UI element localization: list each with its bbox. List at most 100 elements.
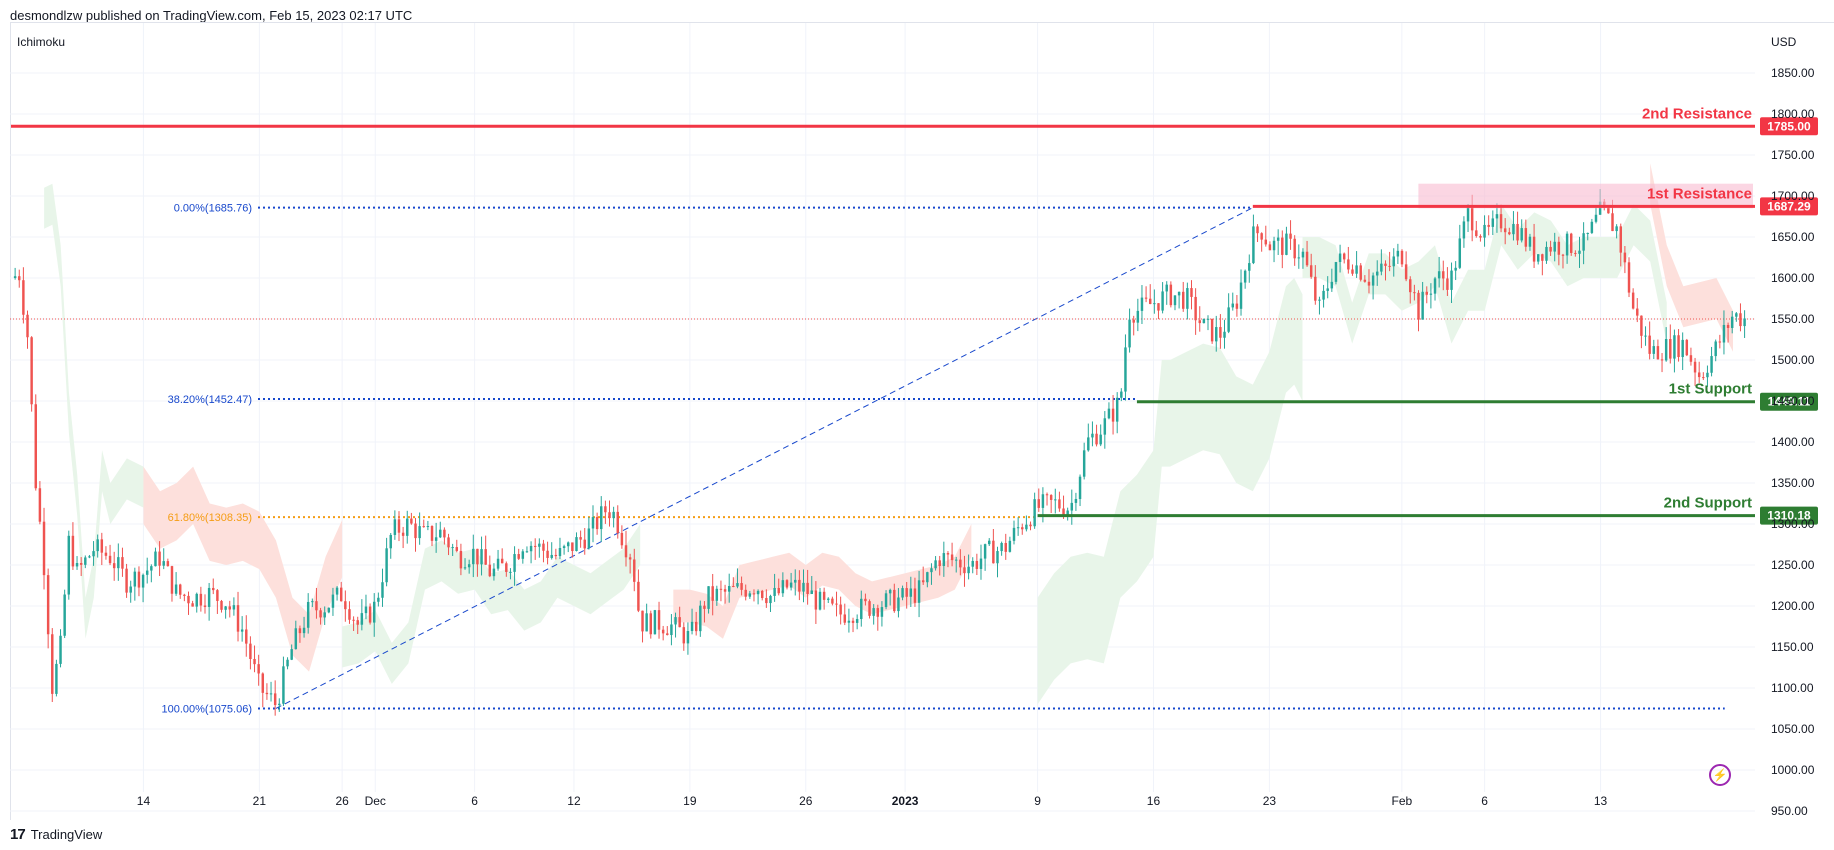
candle-body (880, 607, 884, 617)
candle-body (954, 559, 958, 561)
candle-body (1425, 291, 1428, 295)
cloud-band (342, 524, 641, 684)
candle-body (1169, 284, 1173, 306)
candle-body (921, 580, 925, 583)
candle-body (612, 511, 615, 519)
candle-body (306, 601, 310, 628)
indicator-label[interactable]: Ichimoku (17, 35, 66, 49)
candle-body (137, 571, 141, 588)
candle-body (715, 588, 719, 601)
x-tick-label: 23 (1263, 794, 1277, 808)
candle-body (1623, 252, 1627, 263)
candle-body (1574, 252, 1577, 254)
candle-body (447, 537, 450, 548)
candle-body (525, 551, 529, 553)
candle-body (550, 554, 553, 558)
candle-body (785, 580, 789, 588)
candle-body (430, 526, 434, 541)
candle-body (1305, 251, 1309, 266)
candle-body (364, 606, 368, 614)
candle-body (1198, 320, 1201, 324)
candle-body (26, 314, 29, 338)
candle-body (1124, 347, 1127, 392)
candle-body (13, 276, 17, 278)
candle-body (868, 601, 871, 616)
candle-body (620, 532, 624, 546)
candle-body (917, 580, 921, 603)
y-tick-label: 1650.00 (1771, 230, 1815, 244)
candle-body (839, 604, 842, 615)
candle-body (1070, 502, 1074, 511)
candle-body (245, 629, 248, 644)
candle-body (633, 559, 636, 582)
candle-body (794, 579, 797, 583)
candle-body (694, 621, 698, 632)
candle-body (1309, 265, 1313, 277)
candle-body (236, 605, 240, 632)
candle-body (162, 561, 165, 566)
candle-body (1301, 251, 1305, 258)
candle-body (1656, 346, 1660, 360)
candle-body (1111, 408, 1115, 422)
candle-body (1557, 241, 1561, 255)
candle-body (253, 658, 256, 665)
price-axis: 950.00 1000.00 1050.00 1100.00 1150.00 1200.0… (1771, 66, 1815, 818)
candle-body (418, 526, 421, 539)
candle-body (1161, 291, 1164, 311)
candle-body (191, 603, 194, 607)
cloud-band (143, 466, 343, 672)
lightning-icon[interactable]: ⚡ (1709, 764, 1731, 786)
candle-body (822, 591, 826, 600)
candle-body (860, 598, 863, 620)
y-tick-label: 1800.00 (1771, 107, 1815, 121)
candle-body (975, 560, 979, 569)
candle-body (1483, 224, 1486, 238)
x-tick-label: 14 (137, 794, 151, 808)
y-tick-label: 1850.00 (1771, 66, 1815, 80)
candle-body (75, 563, 79, 567)
level-name: 1st Resistance (1647, 185, 1752, 202)
candle-body (1021, 527, 1024, 530)
candle-body (294, 628, 298, 650)
candle-body (92, 551, 95, 557)
ichimoku-cloud (44, 163, 1733, 705)
candle-body (1532, 236, 1536, 262)
candle-body (752, 593, 756, 595)
candle-body (765, 598, 768, 604)
candle-body (732, 586, 735, 588)
candle-body (1536, 254, 1540, 262)
candle-body (744, 589, 747, 597)
candle-body (1611, 213, 1614, 232)
candle-body (1202, 318, 1206, 324)
candle-body (529, 545, 533, 552)
candle-body (971, 560, 974, 567)
candle-body (1322, 290, 1325, 300)
candle-body (1115, 397, 1119, 422)
candle-body (864, 598, 867, 602)
candle-body (1512, 223, 1515, 235)
candle-body (686, 630, 690, 644)
price-tag-label: 1785.00 (1767, 119, 1811, 133)
candle-body (1276, 237, 1280, 241)
price-tag-label: 1310.18 (1767, 509, 1811, 523)
x-tick-label: Feb (1392, 794, 1413, 808)
candle-body (608, 512, 611, 519)
candle-body (1681, 339, 1684, 358)
candle-body (1272, 240, 1276, 251)
candle-body (443, 529, 446, 538)
candle-body (108, 555, 112, 564)
candle-body (1470, 206, 1474, 231)
candle-body (286, 659, 289, 667)
candle-body (641, 610, 644, 632)
y-tick-label: 1400.00 (1771, 435, 1815, 449)
candle-body (385, 548, 388, 583)
candle-body (1384, 263, 1387, 266)
candle-body (352, 619, 355, 621)
candle-body (847, 620, 851, 623)
candle-body (472, 548, 475, 565)
candle-body (818, 591, 822, 610)
candle-body (1318, 299, 1321, 301)
chart-pane[interactable] (10, 22, 1834, 820)
candle-body (1648, 335, 1651, 354)
